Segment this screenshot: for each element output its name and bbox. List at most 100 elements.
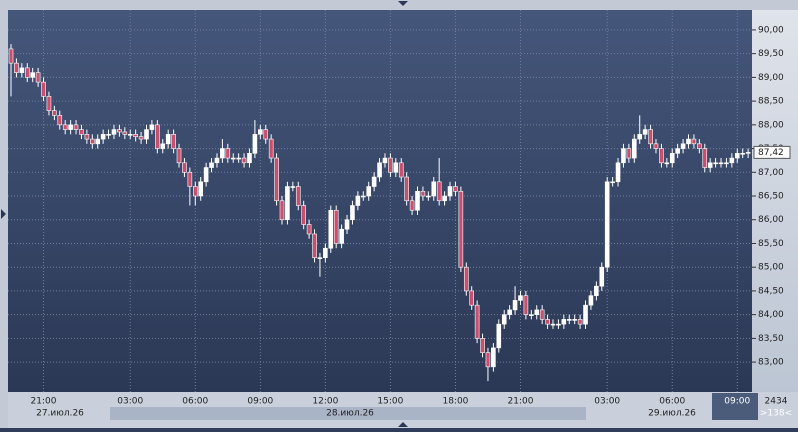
- bottom-marker: [398, 422, 408, 427]
- x-tick-label: 21:00: [508, 397, 534, 407]
- x-tick-label: 03:00: [117, 397, 143, 407]
- y-tick-label: 83,00: [758, 358, 784, 368]
- labels: 83,00 83,50 84,00 84,50 85,00 85,50 86,00 86,50…: [31, 25, 793, 418]
- candle-body: [312, 233, 317, 259]
- candle-body: [583, 304, 588, 325]
- candle-body: [415, 190, 420, 211]
- candle-body: [258, 129, 263, 135]
- candle-body: [621, 148, 626, 164]
- candle-body: [252, 134, 258, 154]
- candle-body: [697, 143, 702, 149]
- date-label: 27.июл.26: [36, 409, 84, 419]
- y-tick-label: 90,00: [758, 25, 784, 35]
- candle-body: [350, 205, 355, 221]
- y-tick-label: 85,50: [758, 239, 784, 249]
- current-price-label: 87,42: [758, 148, 784, 158]
- candle-body: [675, 148, 680, 154]
- candle-body: [501, 314, 507, 325]
- candle-body: [377, 162, 382, 178]
- candle-body: [263, 129, 269, 140]
- x-tick-label: 06:00: [659, 397, 685, 407]
- candle-body: [182, 162, 187, 173]
- candle-body: [480, 338, 485, 353]
- candle-body: [144, 129, 149, 140]
- candle-body: [344, 219, 350, 230]
- left-marker: [1, 209, 6, 219]
- candle-body: [279, 200, 285, 221]
- x-tick-label: 06:00: [182, 397, 208, 407]
- current-price-box: [753, 145, 791, 159]
- candle-body: [268, 138, 274, 159]
- scroll-thumb[interactable]: [110, 407, 586, 420]
- candle-body: [35, 72, 41, 83]
- candle-body: [496, 323, 502, 349]
- candle-body: [247, 153, 252, 164]
- candle-body: [648, 129, 653, 145]
- candle-body: [734, 153, 740, 159]
- candle-body: [458, 190, 464, 268]
- candle-body: [669, 153, 675, 164]
- y-tick-label: 86,00: [758, 215, 784, 225]
- candle-body: [534, 309, 540, 315]
- candle-body: [436, 181, 442, 202]
- candle-body: [659, 148, 664, 164]
- candle-body: [160, 143, 166, 149]
- candle-body: [420, 190, 426, 197]
- candle-body: [447, 186, 453, 197]
- x-tick-label: 09:00: [247, 397, 273, 407]
- candle-body: [155, 124, 160, 149]
- y-tick-label: 84,00: [758, 310, 784, 320]
- candle-body: [382, 157, 388, 164]
- current-time-box: [712, 393, 758, 420]
- candle-body: [398, 162, 404, 178]
- candle-body: [512, 300, 518, 311]
- candle-body: [230, 157, 236, 160]
- candle-body: [529, 314, 534, 316]
- candle-body: [73, 124, 79, 130]
- candle-body: [52, 110, 57, 116]
- candle-body: [615, 162, 621, 183]
- y-tick-label: 88,50: [758, 97, 784, 107]
- candle-body: [545, 319, 550, 325]
- y-tick-label: 87,00: [758, 168, 784, 178]
- candle-body: [702, 148, 708, 168]
- candle-body: [274, 157, 279, 202]
- candle-body: [485, 352, 491, 368]
- candle-body: [100, 134, 106, 140]
- candle-body: [122, 131, 128, 135]
- candle-body: [355, 195, 361, 206]
- candle-body: [426, 195, 431, 198]
- candle-body: [198, 181, 203, 197]
- candle-body: [566, 319, 572, 321]
- candle-body: [41, 81, 46, 97]
- candle-body: [610, 181, 615, 184]
- y-axis-panel: [752, 10, 798, 392]
- candle-body: [366, 186, 372, 197]
- candle-body: [469, 290, 475, 306]
- candle-body: [599, 266, 605, 287]
- y-tick-label: 89,50: [758, 49, 784, 59]
- candle-body: [360, 195, 366, 198]
- y-tick-label: 89,00: [758, 73, 784, 83]
- candle-body: [220, 148, 225, 159]
- candle-body: [561, 319, 567, 325]
- candle-body: [8, 48, 14, 64]
- candle-body: [236, 157, 241, 160]
- candle-body: [30, 72, 35, 78]
- candle-body: [518, 295, 523, 301]
- candle-body: [209, 162, 214, 168]
- candle-body: [117, 129, 122, 133]
- candle-body: [84, 134, 90, 140]
- candle-body: [24, 67, 30, 78]
- candle-body: [594, 285, 599, 296]
- candle-body: [604, 181, 610, 268]
- candle-body: [111, 129, 117, 135]
- candle-body: [442, 195, 447, 202]
- candle-body: [577, 319, 583, 325]
- candle-body: [339, 228, 344, 244]
- candle-body: [463, 266, 469, 292]
- candle-body: [290, 186, 296, 188]
- candle-body: [491, 347, 496, 368]
- candle-body: [724, 162, 729, 165]
- x-tick-label: 03:00: [594, 397, 620, 407]
